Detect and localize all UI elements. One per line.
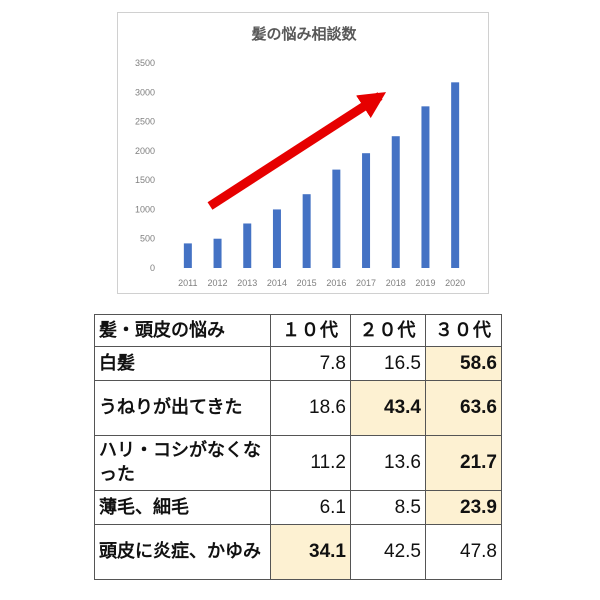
y-axis: 0 500 1000 1500 2000 2500 3000 3500 [135, 58, 155, 273]
y-tick-label: 3000 [135, 87, 155, 97]
x-tick-label: 2016 [326, 278, 346, 288]
y-tick-label: 2500 [135, 117, 155, 127]
x-tick-label: 2018 [386, 278, 406, 288]
bar-2014 [272, 209, 281, 268]
row-label: 薄毛、細毛 [94, 490, 271, 525]
y-tick-label: 1500 [135, 175, 155, 185]
table-row: 頭皮に炎症、かゆみ 34.1 42.5 47.8 [94, 524, 502, 580]
bar-2011 [183, 243, 192, 268]
value-cell: 47.8 [425, 524, 502, 580]
x-tick-label: 2012 [208, 278, 228, 288]
hair-concern-table: 髪・頭皮の悩み １０代 ２０代 ３０代 白髪 7.8 16.5 58.6 うねりが出てきた 18.… [94, 314, 502, 580]
value-cell: 11.2 [270, 435, 351, 491]
x-tick-label: 2017 [356, 278, 376, 288]
chart-title: 髪の悩み相談数 [250, 25, 357, 43]
value-cell: 7.8 [270, 346, 351, 381]
table-row: 白髪 7.8 16.5 58.6 [94, 346, 502, 381]
x-tick-label: 2011 [178, 278, 197, 288]
y-tick-label: 3500 [135, 58, 155, 68]
y-tick-label: 500 [140, 234, 155, 244]
value-cell: 43.4 [350, 380, 426, 436]
bars [183, 82, 460, 268]
y-tick-label: 0 [150, 263, 155, 273]
header-age-group: １０代 [270, 314, 351, 347]
value-cell: 23.9 [425, 490, 502, 525]
bar-2016 [332, 169, 341, 268]
bar-2018 [391, 136, 400, 268]
value-cell: 21.7 [425, 435, 502, 491]
x-tick-label: 2015 [297, 278, 317, 288]
value-cell: 42.5 [350, 524, 426, 580]
header-concern: 髪・頭皮の悩み [94, 314, 271, 347]
value-cell: 8.5 [350, 490, 426, 525]
bar-2013 [243, 223, 252, 268]
value-cell: 16.5 [350, 346, 426, 381]
x-tick-label: 2020 [445, 278, 465, 288]
row-label: 頭皮に炎症、かゆみ [94, 524, 271, 580]
bar-2015 [302, 194, 311, 268]
value-cell: 34.1 [270, 524, 351, 580]
bar-2019 [421, 106, 430, 268]
header-age-group: ３０代 [425, 314, 502, 347]
y-tick-label: 2000 [135, 146, 155, 156]
bar-2012 [213, 238, 222, 268]
value-cell: 63.6 [425, 380, 502, 436]
chart-panel: 髪の悩み相談数 0 500 1000 1500 2000 2500 3000 3500 201… [117, 12, 489, 294]
x-tick-label: 2019 [415, 278, 435, 288]
value-cell: 18.6 [270, 380, 351, 436]
y-tick-label: 1000 [135, 204, 155, 214]
value-cell: 58.6 [425, 346, 502, 381]
trend-arrow [207, 92, 387, 210]
table-row: うねりが出てきた 18.6 43.4 63.6 [94, 380, 502, 436]
x-tick-label: 2014 [267, 278, 287, 288]
bar-chart: 髪の悩み相談数 0 500 1000 1500 2000 2500 3000 3500 201… [135, 25, 465, 288]
table-header-row: 髪・頭皮の悩み １０代 ２０代 ３０代 [94, 314, 502, 347]
table-row: 薄毛、細毛 6.1 8.5 23.9 [94, 490, 502, 525]
row-label: 白髪 [94, 346, 271, 381]
value-cell: 6.1 [270, 490, 351, 525]
table-row: ハリ・コシがなくなった 11.2 13.6 21.7 [94, 435, 502, 491]
bar-2017 [362, 153, 371, 268]
bar-2020 [451, 82, 460, 268]
value-cell: 13.6 [350, 435, 426, 491]
row-label: うねりが出てきた [94, 380, 271, 436]
x-tick-label: 2013 [237, 278, 257, 288]
x-axis: 2011 2012 2013 2014 2015 2016 2017 2018 2019 2020 [178, 278, 465, 288]
row-label: ハリ・コシがなくなった [94, 435, 271, 491]
header-age-group: ２０代 [350, 314, 426, 347]
